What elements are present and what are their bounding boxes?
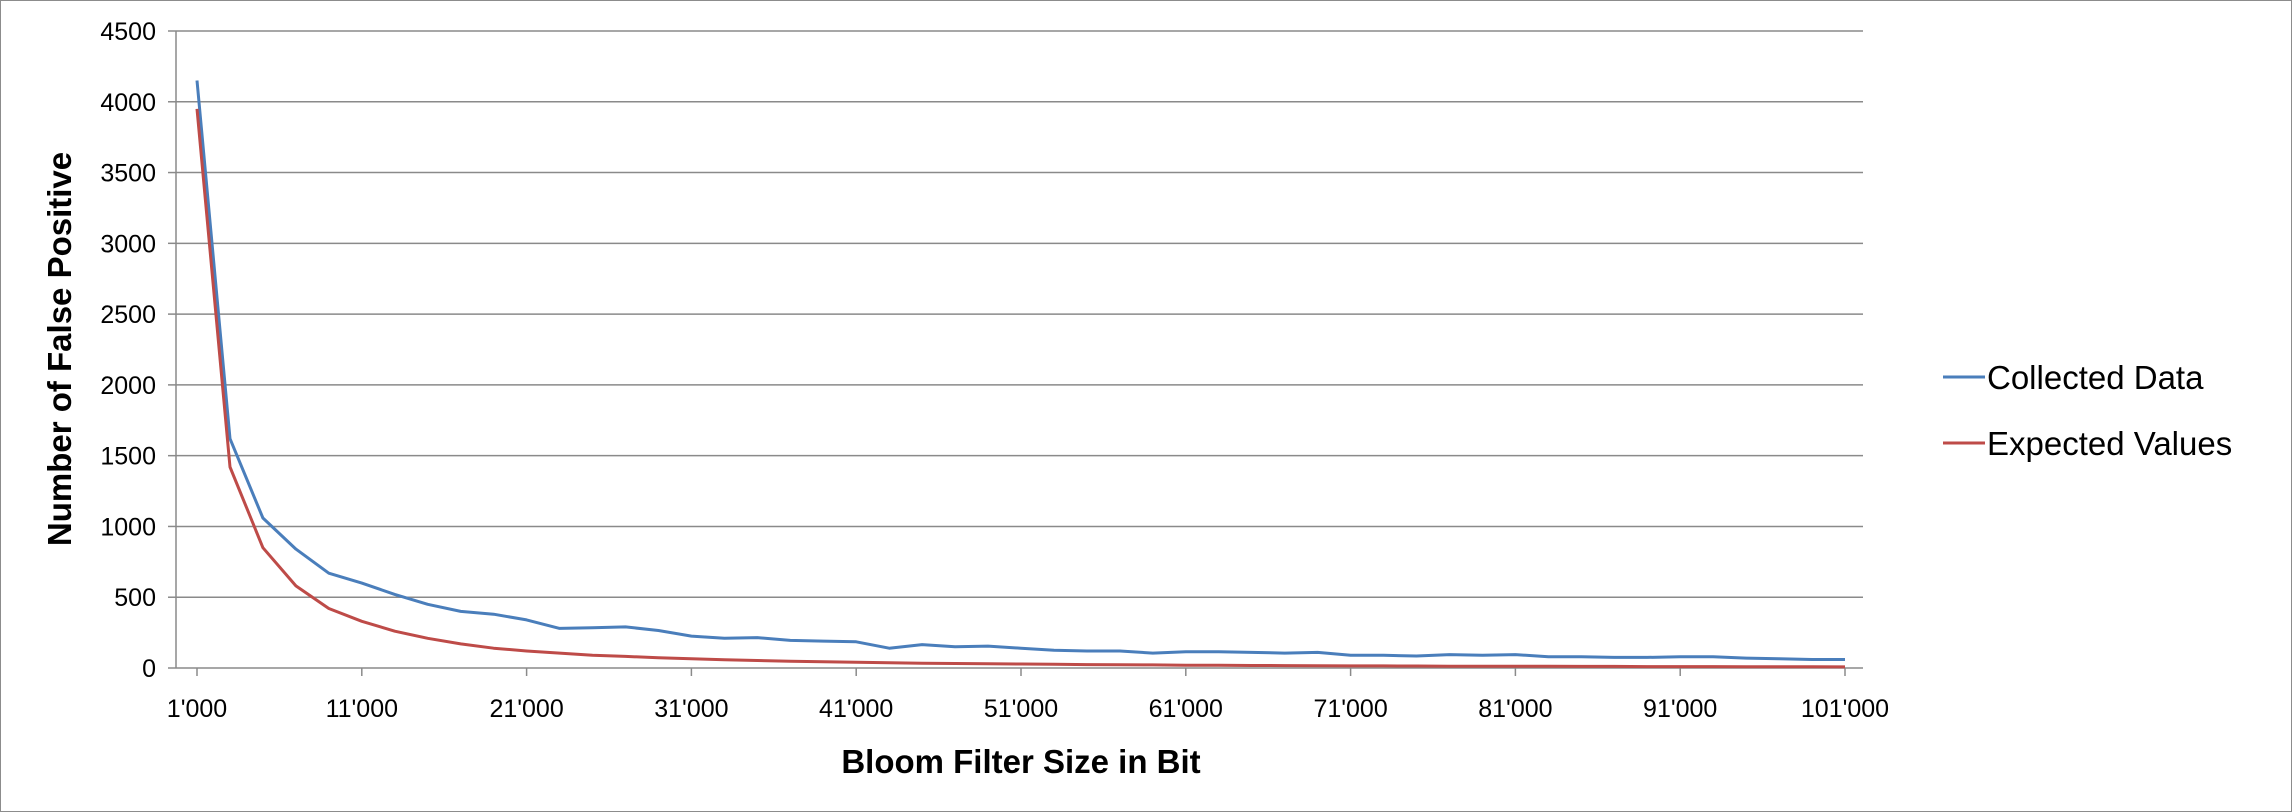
x-tick-label: 81'000 — [1478, 695, 1552, 723]
x-tick-label: 41'000 — [819, 695, 893, 723]
legend-label-collected-data: Collected Data — [1987, 359, 2204, 396]
y-tick-label: 0 — [142, 655, 156, 683]
gridlines — [176, 30, 1863, 598]
x-tick-label: 21'000 — [489, 695, 563, 723]
x-tick-label: 1'000 — [167, 695, 227, 723]
series-lines — [195, 80, 1846, 669]
x-axis-title: Bloom Filter Size in Bit — [841, 743, 1200, 780]
y-tick-label: 1500 — [100, 443, 156, 471]
y-tick-label: 1000 — [100, 513, 156, 541]
legend: Collected Data Expected Values — [1943, 359, 2232, 462]
y-tick-label: 3500 — [100, 160, 156, 188]
x-tick-label: 51'000 — [984, 695, 1058, 723]
series-line-expected-values — [195, 108, 1846, 669]
x-tick-label: 71'000 — [1313, 695, 1387, 723]
y-tick-label: 2500 — [100, 301, 156, 329]
y-tick-label: 4500 — [100, 18, 156, 46]
x-tick-label: 31'000 — [654, 695, 728, 723]
series-line-collected-data — [195, 80, 1845, 661]
legend-label-expected-values: Expected Values — [1987, 425, 2232, 462]
y-tick-label: 2000 — [100, 372, 156, 400]
x-tick-label: 101'000 — [1801, 695, 1889, 723]
y-tick-label: 500 — [114, 584, 156, 612]
y-tick-label: 3000 — [100, 230, 156, 258]
x-tick-label: 91'000 — [1643, 695, 1717, 723]
y-tick-label: 4000 — [100, 89, 156, 117]
x-tick-label: 11'000 — [326, 695, 398, 723]
x-tick-label: 61'000 — [1149, 695, 1223, 723]
tick-labels: 0 500 1000 1500 2000 2500 3000 3500 4000 4500 1'00… — [100, 18, 1889, 723]
axes — [168, 30, 1863, 676]
y-axis-title: Number of False Positive — [41, 152, 78, 546]
